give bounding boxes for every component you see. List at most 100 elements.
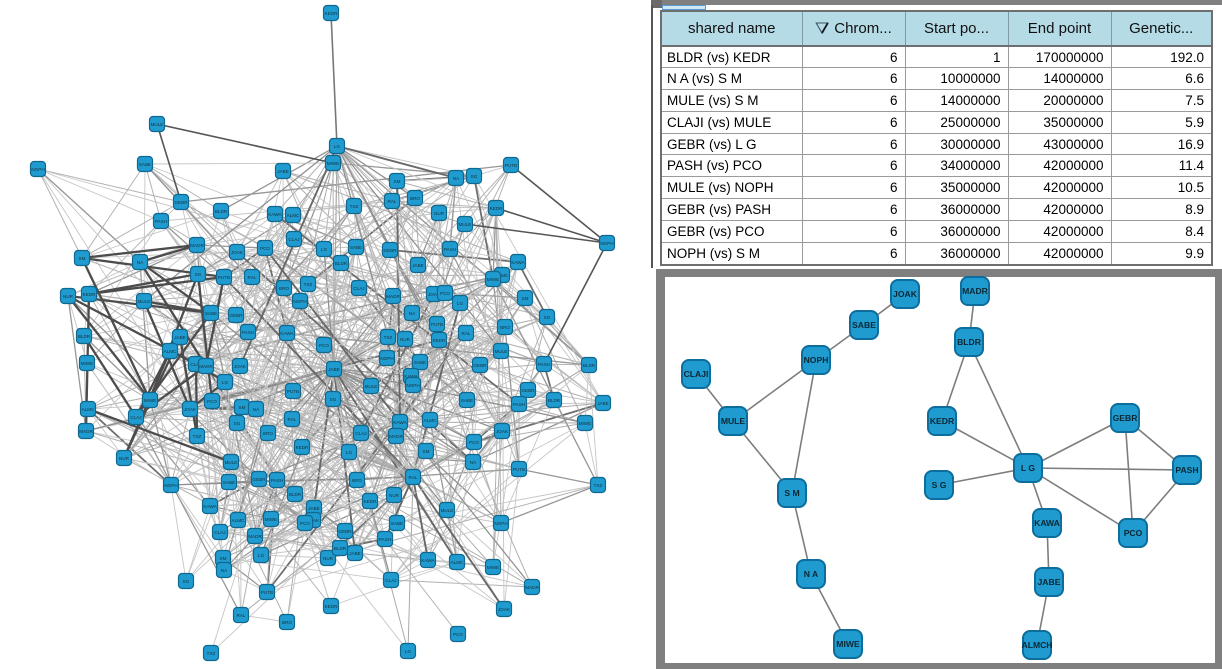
- svg-text:PUTB: PUTB: [505, 163, 517, 168]
- svg-text:GEBR: GEBR: [252, 477, 266, 482]
- svg-text:KAWA: KAWA: [421, 558, 435, 563]
- svg-text:SG: SG: [195, 272, 202, 277]
- svg-text:MIWE: MIWE: [265, 517, 278, 522]
- svg-text:RAL: RAL: [288, 417, 297, 422]
- svg-text:JABE: JABE: [277, 169, 289, 174]
- svg-text:CLAJ: CLAJ: [353, 286, 364, 291]
- svg-text:MULE: MULE: [225, 460, 238, 465]
- svg-text:SABE: SABE: [391, 521, 403, 526]
- svg-text:SM: SM: [522, 296, 529, 301]
- svg-text:SABE: SABE: [223, 480, 235, 485]
- svg-text:BLDR: BLDR: [957, 337, 982, 347]
- svg-text:RAL: RAL: [248, 275, 257, 280]
- svg-text:ALMC: ALMC: [287, 213, 300, 218]
- svg-text:BLDR: BLDR: [583, 363, 596, 368]
- svg-text:SABE: SABE: [414, 360, 426, 365]
- svg-text:TXZ: TXZ: [304, 282, 313, 287]
- svg-text:N A: N A: [804, 569, 818, 579]
- svg-text:KEDR: KEDR: [433, 338, 446, 343]
- svg-text:TXZ: TXZ: [207, 651, 216, 656]
- svg-text:KAWA: KAWA: [393, 420, 407, 425]
- svg-text:NUR: NUR: [389, 493, 400, 498]
- svg-text:JABE: JABE: [1038, 577, 1061, 587]
- svg-text:NA: NA: [221, 568, 228, 573]
- svg-text:TXZ: TXZ: [350, 204, 359, 209]
- svg-text:JOAK: JOAK: [428, 292, 441, 297]
- svg-text:PUTB: PUTB: [513, 467, 525, 472]
- svg-text:ALMC: ALMC: [424, 418, 437, 423]
- svg-text:PASH: PASH: [379, 537, 391, 542]
- svg-text:ALMCH: ALMCH: [1021, 640, 1052, 650]
- svg-text:PCO: PCO: [1124, 528, 1143, 538]
- svg-text:SG: SG: [471, 174, 478, 179]
- svg-text:MULE: MULE: [459, 222, 472, 227]
- svg-text:NUR: NUR: [63, 294, 74, 299]
- svg-text:BRO: BRO: [410, 196, 420, 201]
- svg-text:KEDR: KEDR: [325, 604, 338, 609]
- svg-text:BRO: BRO: [282, 620, 292, 625]
- svg-text:NA: NA: [253, 407, 260, 412]
- svg-text:MULE: MULE: [441, 508, 454, 513]
- svg-text:BLDR: BLDR: [548, 398, 561, 403]
- svg-text:JABE: JABE: [308, 506, 320, 511]
- svg-text:NOPH: NOPH: [380, 356, 393, 361]
- svg-text:NOPH: NOPH: [164, 483, 177, 488]
- svg-text:KEDR: KEDR: [490, 206, 503, 211]
- svg-text:PUTB: PUTB: [218, 275, 230, 280]
- svg-text:PUTB: PUTB: [431, 322, 443, 327]
- svg-text:L G: L G: [1021, 463, 1035, 473]
- svg-text:MIWE: MIWE: [579, 421, 592, 426]
- svg-text:LG: LG: [346, 450, 353, 455]
- svg-text:SG: SG: [330, 397, 337, 402]
- svg-text:SABE: SABE: [852, 320, 876, 330]
- svg-text:JOAK: JOAK: [496, 429, 509, 434]
- svg-text:SABE: SABE: [350, 245, 362, 250]
- svg-text:PUTB: PUTB: [261, 590, 273, 595]
- svg-text:MADR: MADR: [962, 286, 989, 296]
- svg-text:MADR: MADR: [79, 429, 93, 434]
- svg-text:NOPH: NOPH: [31, 167, 44, 172]
- svg-text:NUR: NUR: [323, 556, 334, 561]
- svg-text:MULE: MULE: [721, 416, 746, 426]
- svg-text:MIWE: MIWE: [144, 398, 157, 403]
- svg-text:PASH: PASH: [1175, 465, 1198, 475]
- svg-text:MADR: MADR: [386, 294, 400, 299]
- svg-text:NUR: NUR: [400, 337, 411, 342]
- svg-text:NOPH: NOPH: [804, 355, 829, 365]
- svg-text:SABE: SABE: [139, 162, 151, 167]
- svg-text:GEBR: GEBR: [229, 313, 243, 318]
- svg-text:JOAK: JOAK: [231, 250, 244, 255]
- svg-text:PASH: PASH: [155, 219, 167, 224]
- svg-text:BRO: BRO: [279, 286, 289, 291]
- svg-text:MIWE: MIWE: [836, 639, 860, 649]
- svg-text:TXZ: TXZ: [384, 335, 393, 340]
- svg-text:JOAK: JOAK: [498, 607, 511, 612]
- svg-text:SABE: SABE: [461, 398, 473, 403]
- svg-text:S M: S M: [784, 488, 799, 498]
- svg-text:SM: SM: [239, 405, 246, 410]
- svg-text:PCO: PCO: [319, 343, 329, 348]
- svg-text:MULE: MULE: [138, 299, 151, 304]
- svg-text:LG: LG: [321, 247, 328, 252]
- svg-text:KEDR: KEDR: [83, 292, 96, 297]
- svg-text:GEBR: GEBR: [521, 388, 535, 393]
- svg-text:JOAK: JOAK: [893, 289, 918, 299]
- svg-text:CLAJI: CLAJI: [684, 369, 709, 379]
- svg-text:NUR: NUR: [434, 211, 445, 216]
- svg-text:NA: NA: [409, 311, 416, 316]
- svg-text:MIWE: MIWE: [487, 277, 500, 282]
- svg-text:TXZ: TXZ: [193, 434, 202, 439]
- svg-text:KAWA: KAWA: [404, 374, 418, 379]
- svg-text:MADR: MADR: [389, 434, 403, 439]
- svg-text:BLDR: BLDR: [335, 261, 348, 266]
- svg-text:JABE: JABE: [174, 335, 186, 340]
- svg-text:ALMC: ALMC: [82, 407, 95, 412]
- svg-text:KEDR: KEDR: [325, 11, 338, 16]
- svg-text:LG: LG: [258, 553, 265, 558]
- svg-text:KAWA: KAWA: [511, 260, 525, 265]
- svg-text:NOPH: NOPH: [406, 383, 419, 388]
- svg-text:PCO: PCO: [207, 399, 217, 404]
- svg-text:RAL: RAL: [409, 475, 418, 480]
- svg-text:PASH: PASH: [538, 362, 550, 367]
- svg-text:MULE: MULE: [151, 122, 164, 127]
